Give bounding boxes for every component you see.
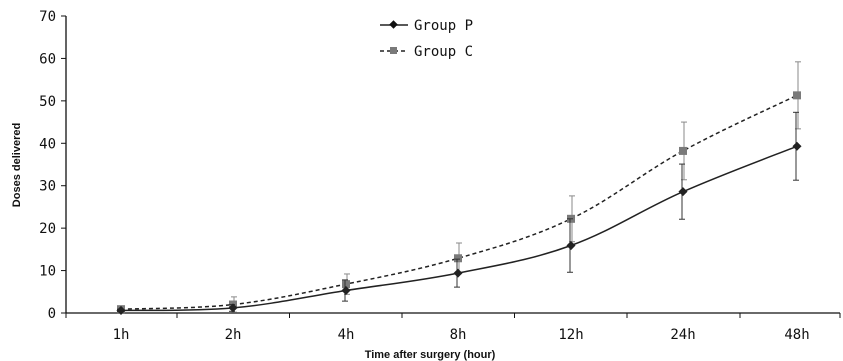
series-line-group-c [120,94,798,310]
legend-item-group-p: Group P [380,18,473,34]
legend-item-group-c: Group C [380,44,473,60]
y-tick-label: 50 [39,94,56,110]
x-tick-label: 12h [558,327,583,343]
x-tick-label: 2h [225,327,242,343]
x-axis-title: Time after surgery (hour) [365,349,496,361]
legend-label-group-c: Group C [414,44,473,60]
legend: Group P Group C [380,18,473,60]
data-point-group-c [793,91,801,100]
data-point-group-p [453,268,463,278]
y-tick-label: 40 [39,136,56,152]
data-point-group-c [342,280,350,289]
y-tick-label: 0 [48,306,56,322]
data-point-group-p [566,241,576,251]
y-tick-label: 30 [39,179,56,195]
y-tick-label: 60 [39,51,56,67]
x-tick-label: 1h [113,327,130,343]
series-layer [116,61,802,315]
x-tick-label: 48h [784,327,809,343]
legend-label-group-p: Group P [414,18,473,34]
data-point-group-c [679,146,687,155]
data-point-group-p [678,187,688,197]
y-tick-label: 10 [39,264,56,280]
axes [65,16,840,314]
x-tick-label: 24h [670,327,695,343]
x-tick-label: 8h [450,327,467,343]
y-axis-ticks: 0 10 20 30 40 50 60 70 [39,9,66,322]
x-axis-ticks: 1h 2h 4h 8h 12h 24h 48h [65,313,841,343]
x-tick-label: 4h [338,327,355,343]
data-point-group-p [792,141,802,151]
legend-marker-group-p [389,20,398,29]
data-point-group-p [228,303,238,313]
y-tick-label: 70 [39,9,56,25]
legend-marker-group-c [390,47,397,54]
y-tick-label: 20 [39,221,56,237]
series-line-group-p [120,145,798,312]
y-axis-title: Doses delivered [11,123,23,207]
data-point-group-c [454,254,462,263]
